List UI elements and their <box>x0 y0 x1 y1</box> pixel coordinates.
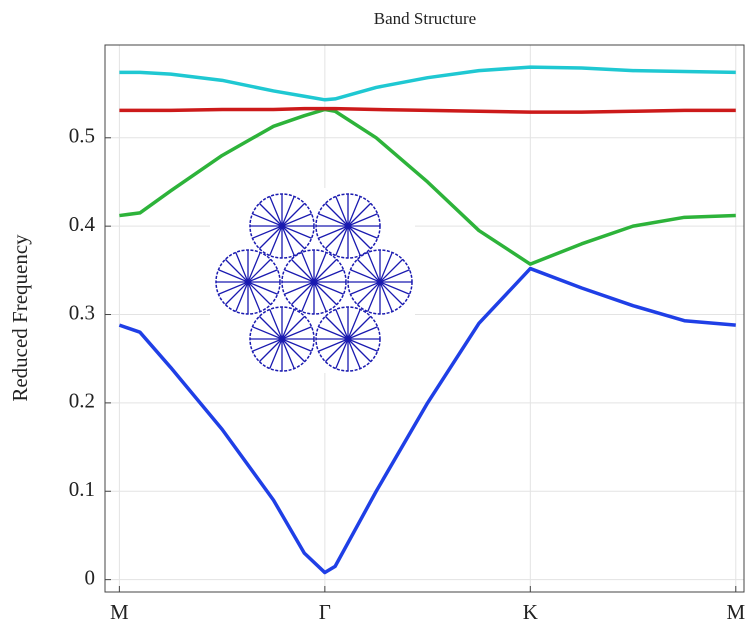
band-line <box>119 67 735 100</box>
grid <box>105 45 744 592</box>
x-tick-label: M <box>726 600 745 624</box>
y-tick-label: 0.5 <box>69 124 95 148</box>
y-tick-label: 0.4 <box>69 212 96 236</box>
band-line <box>119 109 735 113</box>
x-tick-label: M <box>110 600 129 624</box>
y-tick-label: 0.3 <box>69 300 95 324</box>
x-tick-label: Γ <box>319 600 331 624</box>
y-tick-label: 0 <box>85 565 96 589</box>
chart: Band Structure Reduced Frequency 0 0.1 0.2… <box>0 0 747 633</box>
y-tick-label: 0.2 <box>69 389 95 413</box>
lattice-inset <box>210 188 415 373</box>
x-tick-label: K <box>523 600 538 624</box>
y-tick-label: 0.1 <box>69 477 95 501</box>
y-axis-label: Reduced Frequency <box>8 234 32 402</box>
plot-frame <box>105 45 744 592</box>
chart-title: Band Structure <box>374 9 476 28</box>
